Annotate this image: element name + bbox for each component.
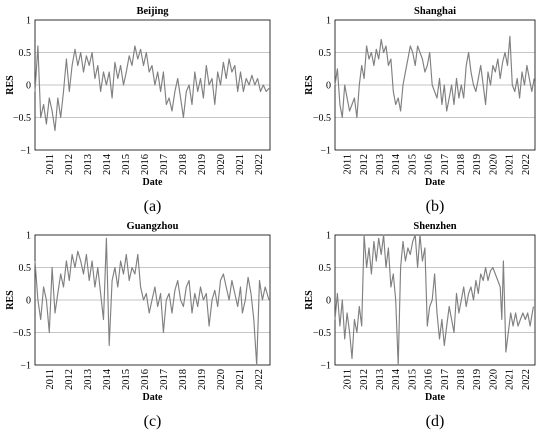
ytick-label: 1 — [326, 231, 331, 242]
ytick-label: 1 — [26, 231, 31, 242]
xtick-label: 2013 — [83, 369, 94, 390]
ytick-label: −1 — [20, 361, 31, 372]
ytick-label: 0.5 — [319, 263, 332, 274]
xtick-label: 2019 — [472, 369, 483, 390]
plot-frame — [334, 234, 536, 366]
xtick-label: 2022 — [521, 154, 532, 175]
ytick-label: 1 — [26, 16, 31, 27]
xtick-label: 2020 — [216, 154, 227, 175]
xtick-label: 2013 — [83, 154, 94, 175]
xtick-label: 2013 — [375, 369, 386, 390]
xtick-label: 2011 — [343, 369, 354, 390]
ytick-label: 0 — [26, 296, 31, 307]
xtick-label: 2011 — [45, 154, 56, 175]
series-line — [334, 234, 534, 366]
xtick-label: 2019 — [197, 369, 208, 390]
xtick-label: 2018 — [178, 154, 189, 175]
chart-title: Beijing — [136, 6, 169, 17]
xtick-label: 2022 — [521, 369, 532, 390]
xtick-label: 2018 — [456, 369, 467, 390]
xtick-label: 2014 — [391, 153, 402, 175]
xtick-label: 2016 — [424, 369, 435, 390]
chart-title: Shenzhen — [413, 221, 456, 232]
series-line — [34, 45, 270, 132]
xtick-label: 2021 — [235, 369, 246, 390]
panel-caption: (b) — [426, 198, 445, 215]
xtick-label: 2021 — [505, 369, 516, 390]
xtick-label: 2021 — [505, 154, 516, 175]
xtick-label: 2017 — [440, 369, 451, 390]
x-axis-label: Date — [143, 177, 164, 188]
panel-shanghai: −1 −0.5 0 0.5 1 2011 2012 2013 2014 2015 2016 2017 2… — [304, 6, 536, 215]
x-axis-label: Date — [425, 392, 446, 403]
xtick-label: 2022 — [254, 369, 265, 390]
xtick-label: 2016 — [140, 369, 151, 390]
panel-shenzhen: −1 −0.5 0 0.5 1 2011 2012 2013 2014 2015 2016 2017 2… — [304, 221, 536, 430]
ytick-label: 0 — [26, 81, 31, 92]
ytick-label: 0 — [326, 81, 331, 92]
panel-caption: (a) — [144, 198, 162, 215]
xtick-label: 2021 — [235, 154, 246, 175]
xtick-label: 2019 — [197, 154, 208, 175]
xtick-label: 2019 — [472, 154, 483, 175]
xtick-label: 2017 — [159, 154, 170, 175]
xtick-label: 2016 — [424, 154, 435, 175]
ytick-label: 0.5 — [19, 48, 32, 59]
xtick-label: 2022 — [254, 154, 265, 175]
ytick-label: 0 — [326, 296, 331, 307]
xtick-label: 2015 — [407, 154, 418, 175]
xtick-label: 2018 — [456, 154, 467, 175]
ytick-label: −1 — [320, 146, 331, 157]
xtick-label: 2011 — [45, 369, 56, 390]
xtick-label: 2017 — [440, 154, 451, 175]
y-axis-label: RES — [304, 75, 315, 95]
ytick-label: −1 — [20, 146, 31, 157]
xtick-label: 2015 — [121, 154, 132, 175]
panel-guangzhou: −1 −0.5 0 0.5 1 2011 2012 2013 2014 2015 2016 2017 2… — [5, 221, 271, 430]
xtick-label: 2013 — [375, 154, 386, 175]
xtick-label: 2020 — [488, 154, 499, 175]
xtick-label: 2014 — [391, 368, 402, 390]
ytick-label: 0.5 — [19, 263, 32, 274]
plot-frame — [34, 234, 271, 366]
xtick-label: 2012 — [359, 369, 370, 390]
y-axis-label: RES — [304, 290, 315, 310]
xtick-label: 2014 — [102, 368, 113, 390]
ytick-label: 0.5 — [319, 48, 332, 59]
xtick-label: 2020 — [488, 369, 499, 390]
panel-caption: (d) — [426, 413, 445, 430]
ytick-label: −0.5 — [313, 113, 331, 124]
xtick-label: 2015 — [407, 369, 418, 390]
chart-title: Shanghai — [414, 6, 456, 17]
xtick-label: 2020 — [216, 369, 227, 390]
xtick-label: 2018 — [178, 369, 189, 390]
ytick-label: 1 — [326, 16, 331, 27]
x-axis-label: Date — [425, 177, 446, 188]
xtick-label: 2015 — [121, 369, 132, 390]
chart-title: Guangzhou — [127, 221, 179, 232]
series-line — [34, 237, 270, 366]
ytick-label: −0.5 — [13, 113, 31, 124]
xtick-label: 2016 — [140, 154, 151, 175]
xtick-label: 2012 — [64, 369, 75, 390]
panel-caption: (c) — [144, 413, 162, 430]
x-axis-label: Date — [143, 392, 164, 403]
ytick-label: −0.5 — [13, 328, 31, 339]
y-axis-label: RES — [5, 75, 16, 95]
ytick-label: −0.5 — [313, 328, 331, 339]
y-axis-label: RES — [5, 290, 16, 310]
xtick-label: 2014 — [102, 153, 113, 175]
series-line — [334, 35, 535, 119]
panel-beijing: −1 −0.5 0 0.5 1 2011 2012 2013 2014 2015 2016 2017 2… — [5, 6, 271, 215]
xtick-label: 2017 — [159, 369, 170, 390]
ytick-label: −1 — [320, 361, 331, 372]
xtick-label: 2012 — [359, 154, 370, 175]
xtick-label: 2012 — [64, 154, 75, 175]
xtick-label: 2011 — [343, 154, 354, 175]
